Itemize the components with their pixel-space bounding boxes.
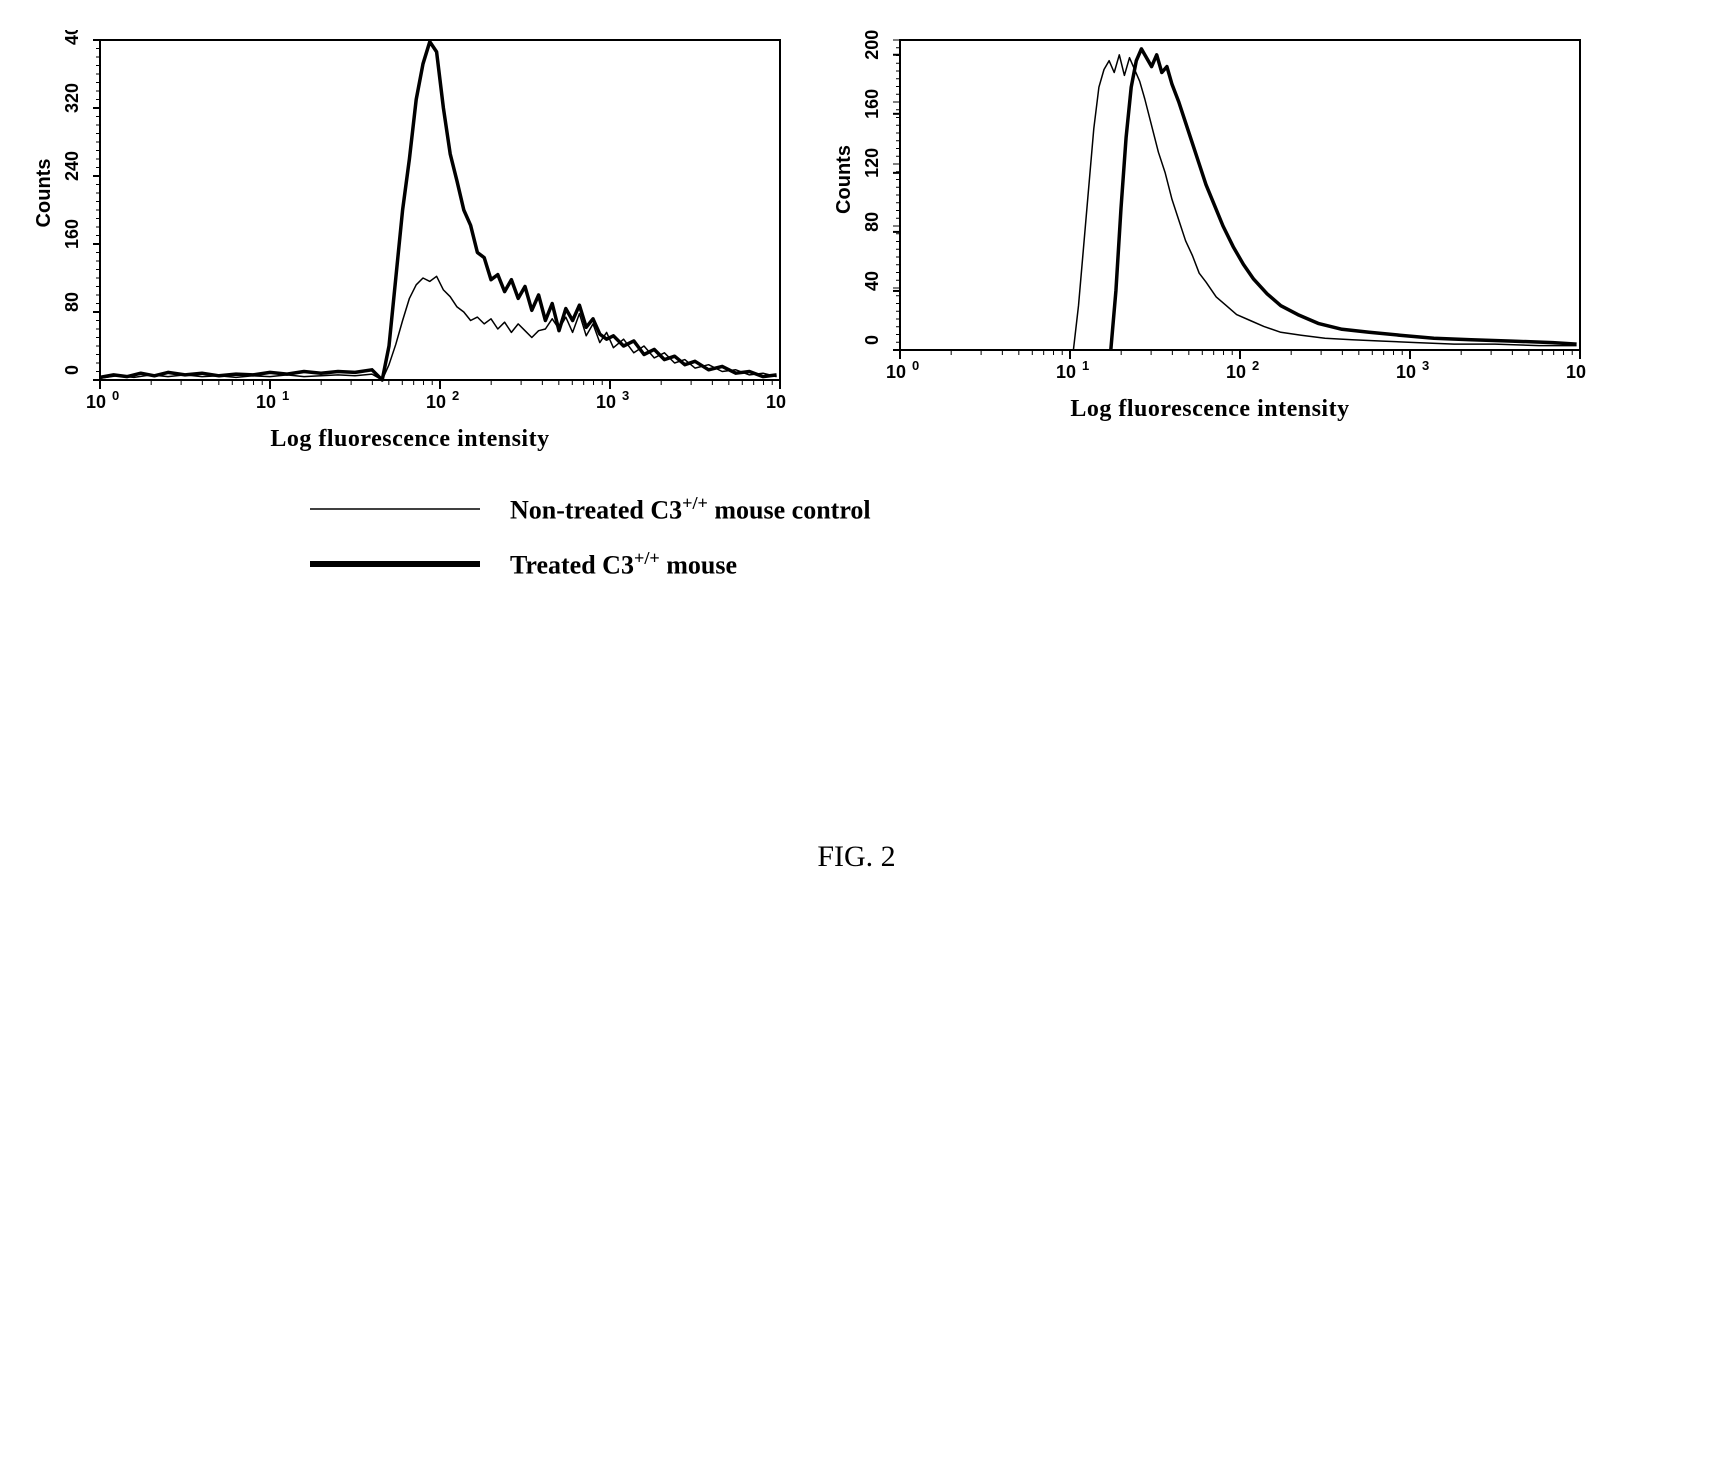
svg-text:Counts: Counts bbox=[833, 145, 855, 214]
svg-text:400: 400 bbox=[62, 30, 82, 45]
svg-text:10: 10 bbox=[886, 362, 906, 382]
svg-text:40: 40 bbox=[862, 271, 882, 291]
svg-text:10: 10 bbox=[766, 392, 786, 412]
svg-text:Counts: Counts bbox=[33, 159, 55, 228]
chart-b-cell: 04080120160200Counts100101102103104 Log … bbox=[830, 30, 1590, 423]
chart-b-svg: 04080120160200Counts100101102103104 bbox=[830, 30, 1590, 390]
svg-text:80: 80 bbox=[862, 212, 882, 232]
svg-text:0: 0 bbox=[62, 365, 82, 375]
svg-text:3: 3 bbox=[1422, 358, 1429, 373]
svg-text:160: 160 bbox=[62, 219, 82, 249]
svg-text:2: 2 bbox=[1252, 358, 1259, 373]
figure-2: 080160240320400Counts100101102103104 Log… bbox=[30, 30, 1683, 874]
chart-a-cell: 080160240320400Counts100101102103104 Log… bbox=[30, 30, 790, 453]
chart-a-xlabel: Log fluorescence intensity bbox=[270, 426, 549, 453]
svg-text:10: 10 bbox=[86, 392, 106, 412]
svg-text:1: 1 bbox=[1082, 358, 1089, 373]
svg-text:0: 0 bbox=[912, 358, 919, 373]
legend-row-control: Non-treated C3+/+ mouse control bbox=[310, 493, 1683, 526]
svg-text:80: 80 bbox=[62, 292, 82, 312]
svg-text:10: 10 bbox=[426, 392, 446, 412]
svg-text:10: 10 bbox=[256, 392, 276, 412]
svg-text:2: 2 bbox=[452, 388, 459, 403]
svg-text:200: 200 bbox=[862, 30, 882, 60]
svg-text:3: 3 bbox=[622, 388, 629, 403]
svg-text:10: 10 bbox=[1056, 362, 1076, 382]
legend-line-control bbox=[310, 504, 480, 514]
svg-text:0: 0 bbox=[862, 335, 882, 345]
legend-row-treated: Treated C3+/+ mouse bbox=[310, 548, 1683, 581]
svg-text:10: 10 bbox=[1566, 362, 1586, 382]
svg-text:0: 0 bbox=[112, 388, 119, 403]
legend-line-treated bbox=[310, 557, 480, 571]
svg-text:160: 160 bbox=[862, 89, 882, 119]
charts-row: 080160240320400Counts100101102103104 Log… bbox=[30, 30, 1683, 453]
svg-text:10: 10 bbox=[1226, 362, 1246, 382]
legend: Non-treated C3+/+ mouse control Treated … bbox=[310, 493, 1683, 580]
legend-label-treated: Treated C3+/+ mouse bbox=[510, 548, 737, 581]
chart-a-svg: 080160240320400Counts100101102103104 bbox=[30, 30, 790, 420]
svg-text:240: 240 bbox=[62, 151, 82, 181]
chart-b-xlabel: Log fluorescence intensity bbox=[1070, 396, 1349, 423]
svg-text:120: 120 bbox=[862, 148, 882, 178]
legend-label-control: Non-treated C3+/+ mouse control bbox=[510, 493, 871, 526]
svg-text:1: 1 bbox=[282, 388, 289, 403]
figure-caption: FIG. 2 bbox=[30, 840, 1683, 874]
svg-text:320: 320 bbox=[62, 83, 82, 113]
svg-text:10: 10 bbox=[1396, 362, 1416, 382]
svg-text:10: 10 bbox=[596, 392, 616, 412]
